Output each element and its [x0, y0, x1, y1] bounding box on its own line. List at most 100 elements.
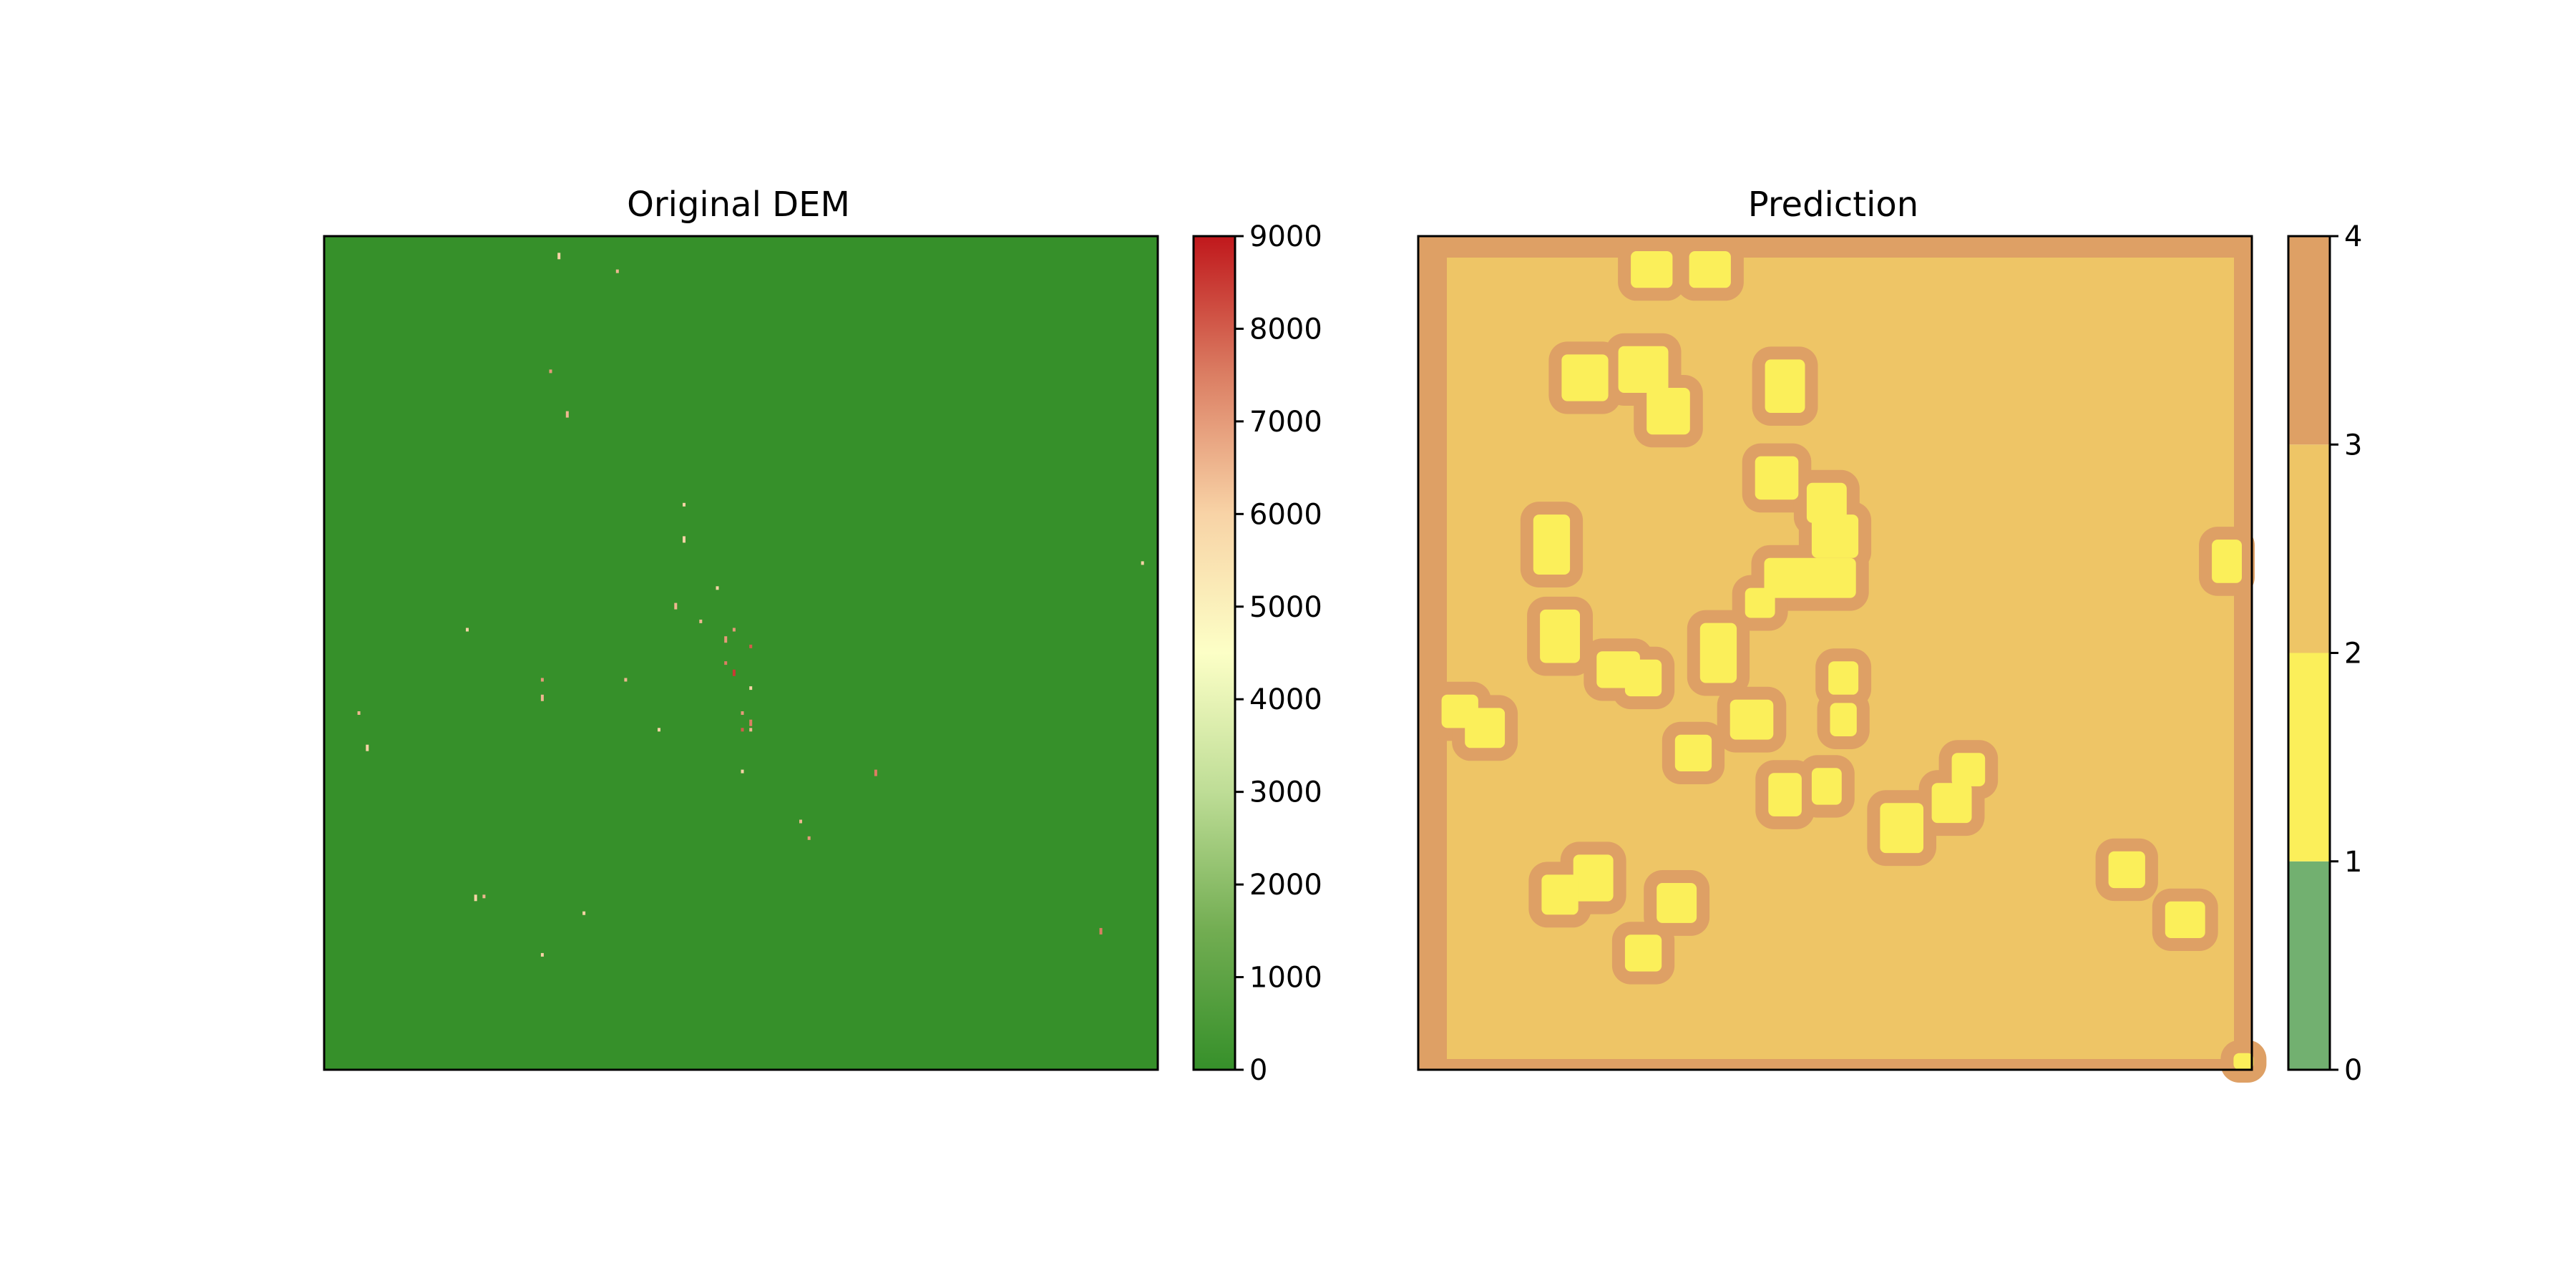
- dem-colorbar-tick-label: 2000: [1249, 869, 1322, 902]
- dem-point: [741, 728, 744, 732]
- dem-image-background: [324, 236, 1158, 1070]
- dem-point: [799, 819, 802, 824]
- prediction-blob-core: [1689, 251, 1731, 288]
- prediction-blob-core: [2233, 1053, 2254, 1070]
- prediction-colorbar-band: [2288, 653, 2330, 862]
- dem-frame: [323, 235, 1159, 1071]
- prediction-blob-core: [1646, 388, 1690, 435]
- prediction-blob-core: [1540, 609, 1580, 663]
- dem-point: [466, 628, 469, 632]
- dem-point: [615, 269, 619, 273]
- dem-point: [724, 636, 728, 643]
- prediction-blob-core: [1533, 514, 1571, 575]
- prediction-colorbar-tick-label: 1: [2344, 846, 2362, 879]
- prediction-blob-core: [1573, 854, 1614, 902]
- dem-colorbar-ticks: 0 1000 2000 3000 4000 5000 6000 7000 8000 9000: [1235, 220, 1322, 1087]
- dem-point: [674, 602, 678, 610]
- prediction-blob-core: [2212, 540, 2242, 583]
- prediction-colorbar-tick-label: 2: [2344, 638, 2362, 670]
- prediction-colorbar-bands: [2288, 236, 2330, 1070]
- dem-point: [366, 744, 369, 751]
- prediction-blob-core: [1729, 699, 1774, 740]
- dem-colorbar-tick-label: 7000: [1249, 406, 1322, 439]
- dem-colorbar-tick-label: 9000: [1249, 220, 1322, 253]
- dem-colorbar: 0 1000 2000 3000 4000 5000 6000 7000 8000 9000: [1192, 220, 1322, 1087]
- prediction-blob-core: [1541, 874, 1579, 915]
- prediction-colorbar-band: [2288, 236, 2330, 445]
- dem-colorbar-tick-label: 5000: [1249, 591, 1322, 624]
- prediction-blob-core: [1624, 659, 1662, 697]
- prediction-blob-core: [1828, 661, 1859, 695]
- prediction-colorbar-tick-label: 4: [2344, 220, 2362, 253]
- prediction-blob-core: [1806, 482, 1847, 523]
- dem-colorbar-tick-label: 6000: [1249, 498, 1322, 531]
- prediction-colorbar-tick-label: 0: [2344, 1054, 2362, 1087]
- dem-point: [716, 586, 719, 590]
- prediction-colorbar: 0 1 2 3 4: [2287, 220, 2362, 1087]
- dem-colorbar-tick-label: 3000: [1249, 776, 1322, 809]
- dem-point: [732, 669, 736, 676]
- dem-point: [741, 769, 744, 774]
- prediction-frame: [1417, 235, 2253, 1071]
- dem-point: [807, 836, 811, 840]
- dem-point: [624, 678, 628, 682]
- dem-point: [482, 894, 486, 899]
- prediction-blob-core: [1811, 768, 1842, 805]
- prediction-blob-core: [2165, 901, 2205, 938]
- prediction-title: Prediction: [1748, 185, 1918, 225]
- dem-point: [357, 711, 361, 715]
- prediction-blob-core: [1657, 883, 1697, 923]
- dem-point: [1141, 561, 1144, 565]
- prediction-blob-core: [1764, 557, 1856, 598]
- prediction-blob-core: [1755, 456, 1799, 500]
- dem-point: [732, 628, 736, 632]
- prediction-blob-core: [1624, 935, 1662, 972]
- dem-point: [749, 719, 753, 726]
- dem-point: [724, 661, 728, 665]
- dem-point: [699, 619, 703, 623]
- dem-point: [582, 911, 586, 915]
- prediction-blob-core: [1768, 773, 1802, 816]
- prediction-panel: Prediction: [1417, 185, 2267, 1083]
- dem-colorbar-tick-label: 0: [1249, 1054, 1267, 1087]
- prediction-blob-core: [1951, 753, 1986, 786]
- dem-colorbar-tick-label: 8000: [1249, 313, 1322, 346]
- prediction-colorbar-band: [2288, 861, 2330, 1070]
- dem-colorbar-frame: [1192, 235, 1236, 1071]
- dem-title: Original DEM: [627, 185, 850, 225]
- dem-point: [565, 411, 569, 418]
- prediction-blob-core: [1830, 703, 1857, 736]
- dem-point: [557, 253, 561, 260]
- prediction-blob-core: [1465, 708, 1506, 748]
- prediction-blob-core: [1745, 587, 1775, 618]
- prediction-blobs-layer: [1428, 238, 2267, 1083]
- dem-point: [683, 502, 686, 507]
- dem-point: [874, 769, 877, 776]
- prediction-colorbar-band: [2288, 444, 2330, 653]
- dem-point: [658, 728, 660, 732]
- prediction-blob-core: [1931, 783, 1972, 824]
- dem-point: [749, 644, 753, 648]
- dem-panel: Original DEM: [323, 185, 1159, 1071]
- prediction-blob-core: [1880, 803, 1923, 854]
- dem-point: [474, 894, 477, 902]
- prediction-blob-core: [1674, 734, 1712, 771]
- dem-colorbar-gradient: [1194, 236, 1235, 1070]
- dem-point: [540, 694, 544, 701]
- dem-points-layer: [357, 253, 1144, 957]
- prediction-blob-core: [1811, 514, 1859, 558]
- dem-colorbar-tick-label: 1000: [1249, 962, 1322, 995]
- dem-point: [1099, 927, 1103, 935]
- dem-colorbar-tick-label: 4000: [1249, 683, 1322, 716]
- dem-point: [540, 678, 544, 682]
- prediction-colorbar-tick-label: 3: [2344, 429, 2362, 462]
- dem-point: [540, 952, 544, 957]
- prediction-colorbar-ticks: 0 1 2 3 4: [2330, 220, 2362, 1087]
- dem-point: [683, 536, 686, 543]
- prediction-blob-core: [2108, 851, 2145, 889]
- prediction-blob-core: [1561, 354, 1609, 401]
- dem-point: [549, 369, 552, 374]
- prediction-blob-core: [1618, 346, 1669, 393]
- dem-point: [741, 711, 744, 715]
